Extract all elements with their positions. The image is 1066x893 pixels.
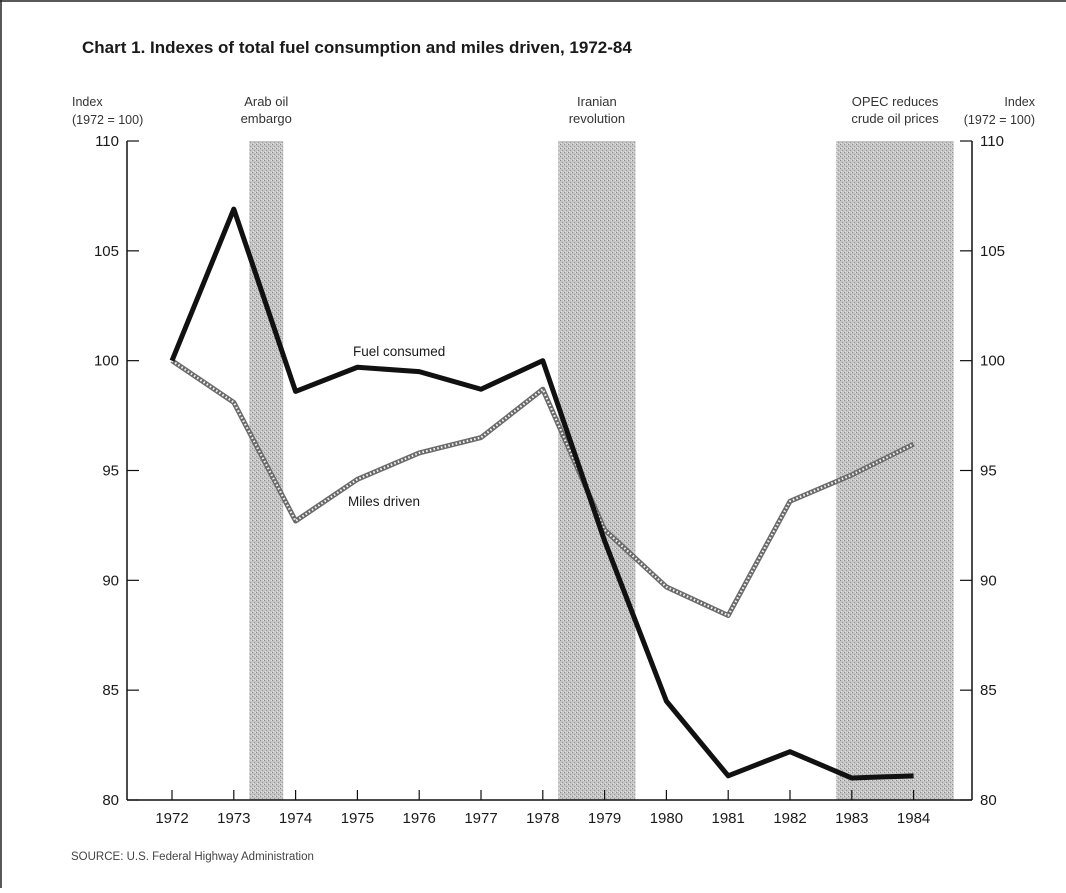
xtick-label-11: 1983 — [835, 810, 868, 827]
right-ytick-label-1: 85 — [980, 682, 997, 699]
shaded-period-1 — [558, 141, 635, 800]
left-ytick-label-4: 100 — [94, 353, 119, 370]
series-label-miles-driven: Miles driven — [348, 494, 420, 509]
series-label-fuel-consumed: Fuel consumed — [353, 344, 445, 359]
right-axis-label-line1: Index — [1004, 95, 1035, 109]
xtick-label-6: 1978 — [526, 810, 559, 827]
chart-title: Chart 1. Indexes of total fuel consumpti… — [82, 38, 632, 57]
xtick-label-1: 1973 — [217, 810, 250, 827]
left-ytick-label-3: 95 — [102, 463, 119, 480]
xtick-label-10: 1982 — [773, 810, 806, 827]
left-ytick-label-0: 80 — [102, 792, 119, 809]
xtick-label-4: 1976 — [403, 810, 436, 827]
right-ytick-label-6: 110 — [980, 133, 1004, 150]
left-axis-label-line1: Index — [72, 95, 103, 109]
xtick-label-2: 1974 — [279, 810, 312, 827]
left-ytick-label-6: 110 — [95, 133, 119, 150]
shaded-period-label-0-0: Arab oil — [244, 94, 288, 109]
right-ytick-label-5: 105 — [980, 243, 1005, 260]
shaded-period-label-2-0: OPEC reduces — [852, 94, 939, 109]
right-ytick-label-0: 80 — [980, 792, 997, 809]
right-ytick-label-4: 100 — [980, 353, 1005, 370]
left-axis-label-line2: (1972 = 100) — [72, 113, 143, 127]
xtick-label-3: 1975 — [341, 810, 374, 827]
xtick-label-5: 1977 — [464, 810, 497, 827]
left-ytick-label-5: 105 — [94, 243, 119, 260]
right-ytick-label-3: 95 — [980, 463, 997, 480]
shaded-period-2 — [836, 141, 953, 800]
shaded-period-label-1-1: revolution — [569, 111, 625, 126]
shaded-period-label-0-1: embargo — [241, 111, 292, 126]
right-ytick-label-2: 90 — [980, 572, 997, 589]
left-ytick-label-2: 90 — [102, 572, 119, 589]
shaded-period-label-1-0: Iranian — [577, 94, 617, 109]
shaded-period-0 — [249, 141, 283, 800]
xtick-label-7: 1979 — [588, 810, 621, 827]
xtick-label-0: 1972 — [155, 810, 188, 827]
right-axis-label-line2: (1972 = 100) — [964, 113, 1035, 127]
left-ytick-label-1: 85 — [102, 682, 119, 699]
shaded-periods: Arab oil embargo Iranian revolution OPEC red… — [241, 94, 954, 800]
xtick-label-8: 1980 — [650, 810, 683, 827]
shaded-period-label-2-1: crude oil prices — [851, 111, 939, 126]
xtick-label-12: 1984 — [897, 810, 930, 827]
xtick-label-9: 1981 — [712, 810, 745, 827]
source-note: SOURCE: U.S. Federal Highway Administrat… — [71, 851, 314, 863]
